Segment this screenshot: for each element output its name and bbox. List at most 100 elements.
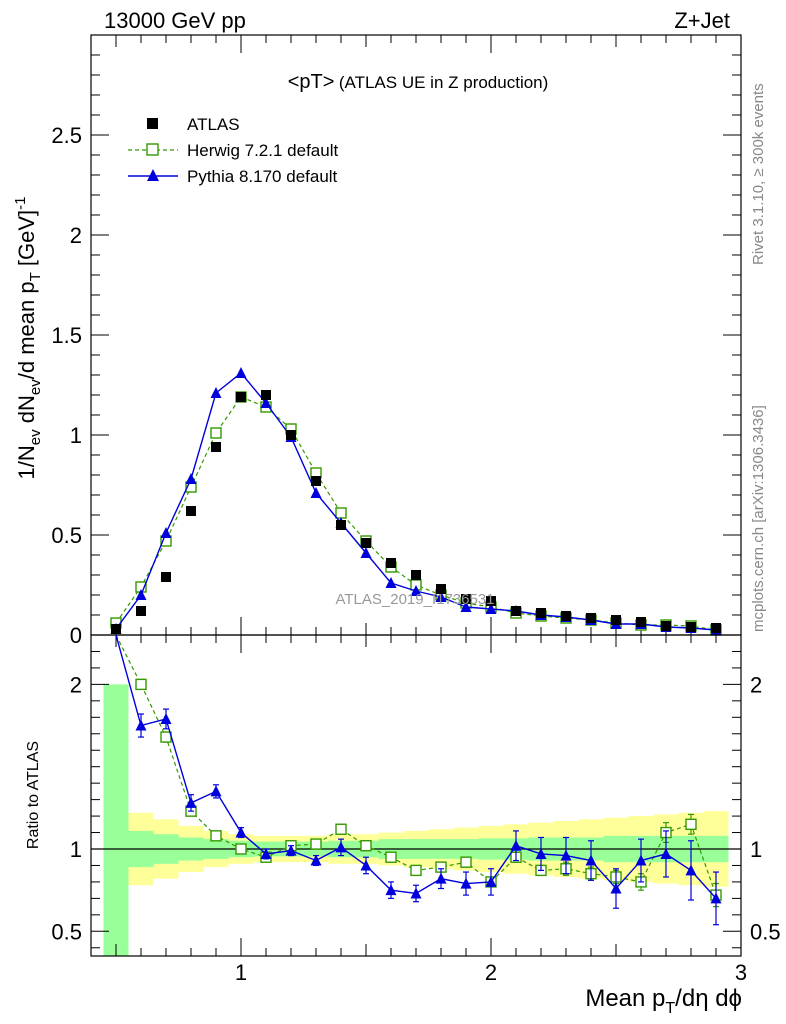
legend-marker-atlas	[147, 118, 158, 129]
main-pythia-point	[260, 397, 272, 408]
ratio-pythia-point	[435, 872, 447, 884]
mcplots-label: mcplots.cern.ch [arXiv:1306.3436]	[750, 405, 767, 632]
main-atlas-point	[236, 392, 246, 402]
main-pythia-point	[485, 603, 497, 614]
ratio-pythia-point	[635, 854, 647, 866]
ratio-ytick-label-right: 1	[750, 837, 762, 862]
ratio-xtick-label: 2	[485, 960, 497, 985]
main-atlas-point	[561, 611, 571, 621]
ratio-herwig-point	[235, 843, 247, 855]
ratio-panel: 1 2 30.5 0.51 12 2	[51, 634, 781, 985]
ratio-pythia-point	[385, 884, 397, 896]
ratio-pythia-point	[460, 877, 472, 889]
plot-title-main: <pT>	[288, 71, 335, 93]
ratio-pythia-point	[685, 864, 697, 876]
main-herwig-point	[210, 427, 222, 439]
main-pythia-point	[310, 487, 322, 498]
plot-title: <pT> (ATLAS UE in Z production)	[288, 71, 549, 93]
legend-label-pythia: Pythia 8.170 default	[187, 167, 338, 186]
main-herwig-point	[335, 507, 347, 519]
main-ytick-label: 1.5	[51, 323, 82, 348]
ratio-herwig-point	[135, 678, 147, 691]
main-pythia-point	[160, 527, 172, 538]
ratio-herwig-point	[360, 840, 372, 852]
main-ytick-label: 2	[70, 223, 82, 248]
ratio-pythia-point	[585, 854, 597, 866]
ratio-pythia-point	[135, 719, 147, 731]
rivet-label: Rivet 3.1.10, ≥ 300k events	[750, 83, 767, 265]
legend-marker-pythia	[147, 169, 159, 181]
ratio-pythia-point	[185, 796, 197, 808]
main-pythia-point	[410, 585, 422, 596]
main-atlas-point	[461, 594, 471, 604]
main-pythia-point	[135, 589, 147, 600]
main-atlas-point	[486, 596, 496, 606]
main-pythia-point	[185, 473, 197, 484]
main-ytick-label: 1	[70, 423, 82, 448]
main-atlas-point	[311, 476, 321, 486]
ratio-ytick-label-right: 2	[750, 672, 762, 697]
ratio-herwig-point	[685, 818, 697, 831]
main-atlas-point	[586, 613, 596, 623]
ratio-pythia-point	[535, 847, 547, 859]
main-atlas-point	[436, 584, 446, 594]
ratio-ylabel: Ratio to ATLAS	[25, 741, 42, 849]
header-collision: 13000 GeV pp	[104, 8, 246, 33]
ratio-herwig-point	[410, 864, 422, 877]
main-atlas-point	[686, 622, 696, 632]
main-atlas-point	[286, 430, 296, 440]
ratio-herwig-point	[335, 823, 347, 835]
ratio-herwig-point	[385, 851, 397, 863]
ratio-pythia-point	[560, 849, 572, 861]
ratio-xtick-label: 3	[735, 960, 747, 985]
ratio-pythia-point	[285, 844, 297, 856]
plot-title-sub: (ATLAS UE in Z production)	[339, 73, 548, 92]
main-atlas-point	[536, 608, 546, 618]
ratio-herwig-point	[460, 856, 472, 868]
ratio-pythia-point	[160, 712, 172, 724]
ratio-ytick-label: 2	[70, 672, 82, 697]
main-atlas-point	[661, 621, 671, 631]
ratio-band-inner	[103, 684, 129, 956]
main-ylabel: 1/Nev dNev/d mean pT [GeV]-1	[12, 197, 44, 480]
main-atlas-point	[261, 390, 271, 400]
main-atlas-point	[336, 520, 346, 530]
main-atlas-point	[136, 606, 146, 616]
ratio-pythia-point	[485, 875, 497, 887]
ratio-ytick-label-right: 0.5	[750, 919, 781, 944]
ratio-herwig-point	[160, 731, 172, 743]
ratio-pythia-point	[310, 854, 322, 866]
main-atlas-point	[186, 506, 196, 516]
analysis-watermark: ATLAS_2019_I1736531	[335, 591, 494, 608]
main-atlas-point	[411, 570, 421, 580]
main-atlas-point	[511, 606, 521, 616]
main-ytick-label: 0	[70, 623, 82, 648]
main-panel: 0 0.5 1 1.5 2 2.5	[51, 34, 742, 648]
ratio-pythia-point	[660, 847, 672, 859]
ratio-pythia-point	[335, 841, 347, 853]
main-pythia-point	[460, 601, 472, 612]
legend: ATLAS Herwig 7.2.1 default Pythia 8.170 …	[128, 115, 338, 186]
legend-label-herwig: Herwig 7.2.1 default	[187, 141, 338, 160]
main-atlas-point	[386, 558, 396, 568]
ratio-pythia-point	[510, 839, 522, 851]
ratio-pythia-point	[710, 892, 722, 904]
main-atlas-point	[636, 617, 646, 627]
main-atlas-point	[111, 624, 121, 634]
main-atlas-point	[711, 623, 721, 633]
main-ytick-label: 0.5	[51, 523, 82, 548]
main-pythia-point	[385, 577, 397, 588]
legend-marker-herwig	[146, 143, 159, 156]
ratio-xlabel: Mean pT/dη dϕ	[585, 985, 742, 1017]
ratio-pythia-point	[360, 859, 372, 871]
ratio-pythia-point	[235, 826, 247, 838]
main-atlas-point	[361, 538, 371, 548]
ratio-pythia-point	[260, 847, 272, 859]
main-atlas-point	[211, 442, 221, 452]
ratio-herwig-point	[310, 838, 322, 850]
main-pythia-point	[235, 367, 247, 378]
main-pythia-point	[435, 591, 447, 602]
ratio-xtick-label: 1	[235, 960, 247, 985]
ratio-herwig-point	[210, 830, 222, 842]
main-ytick-label: 2.5	[51, 123, 82, 148]
